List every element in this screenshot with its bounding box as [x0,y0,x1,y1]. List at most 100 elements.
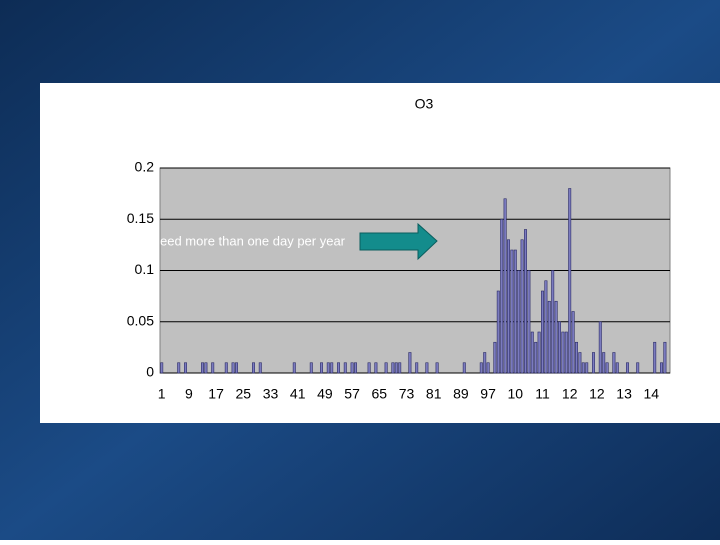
bar [571,311,575,374]
bar [520,239,524,374]
bar [568,188,572,374]
x-tick-label: 89 [453,386,469,402]
bar [503,198,507,374]
x-tick-label: 10 [508,386,524,402]
annotation: eed more than one day per year [160,233,346,248]
bar [626,362,629,374]
bar [394,362,398,374]
bar [575,341,578,374]
x-tick-label: 13 [616,386,632,402]
bar [612,352,616,374]
bar [204,362,208,374]
bar [527,270,531,374]
x-tick-label: 9 [185,386,193,402]
y-tick-label: 0.2 [135,159,155,175]
bar [201,362,204,374]
arrow [359,222,438,261]
bar [530,331,534,374]
x-tick-label: 73 [399,386,415,402]
bar [544,280,548,374]
bar [309,362,313,374]
bar [663,341,667,374]
bar [415,362,419,374]
bar [660,362,663,374]
bar [384,362,388,374]
bar [496,290,500,374]
bar [211,362,215,374]
bar [160,362,164,374]
bar [561,331,565,374]
bar [558,321,561,374]
bar [636,362,640,374]
bar [513,249,517,374]
bar [337,362,340,374]
bar [554,300,558,374]
x-tick-label: 41 [290,386,306,402]
bar [391,362,395,374]
bar [292,362,296,374]
x-tick-label: 25 [236,386,252,402]
x-tick-label: 17 [208,386,224,402]
bar [483,352,487,374]
bar [425,362,429,374]
bar [258,362,262,374]
bar [326,362,330,374]
bar [510,249,514,374]
bar [493,341,497,374]
x-tick-label: 11 [535,386,550,402]
x-tick-label: 1 [158,386,166,402]
bar [343,362,347,374]
x-tick-label: 81 [426,386,442,402]
bar [231,362,235,374]
bar [605,362,609,374]
bar [350,362,354,374]
plot: 0 0.05 0.1 0.15 0.2 1 9 17 25 33 41 49 57 65 73 81 89 97 1… [127,159,670,402]
x-tick-label: 65 [372,386,388,402]
y-tick-label: 0.1 [135,261,155,277]
bar [653,341,657,374]
bar [486,362,490,374]
bar [524,229,527,374]
bar [398,362,402,374]
x-tick-label: 57 [344,386,360,402]
bar [462,362,466,374]
bar [564,331,568,374]
bar [615,362,619,374]
chart-title: O3 [415,96,434,112]
bar [320,362,323,374]
x-tick-label: 33 [263,386,279,402]
bar [435,362,439,374]
bar [354,362,357,374]
bar [479,362,483,374]
x-tick-label: 12 [589,386,605,402]
x-tick-label: 49 [317,386,333,402]
bar [585,362,589,374]
bar [374,362,378,374]
x-tick-label: 14 [644,386,660,402]
bar [541,290,544,374]
bar [507,239,510,374]
bar [602,352,606,374]
bar [598,321,602,374]
bar [408,352,412,374]
x-tick-label: 97 [480,386,496,402]
bar [517,270,521,374]
bar [330,362,334,374]
bar [184,362,187,374]
y-tick-label: 0.15 [127,210,154,226]
bar [578,352,582,374]
y-tick-label: 0.05 [127,312,154,328]
bar [581,362,585,374]
bar [224,362,228,374]
bar [547,300,551,374]
bar [551,270,555,374]
bar [534,341,538,374]
y-tick-label: 0 [146,364,154,380]
bar [537,331,541,374]
bar [367,362,371,374]
bar [252,362,255,374]
bar [235,362,238,374]
x-tick-label: 12 [562,386,578,402]
